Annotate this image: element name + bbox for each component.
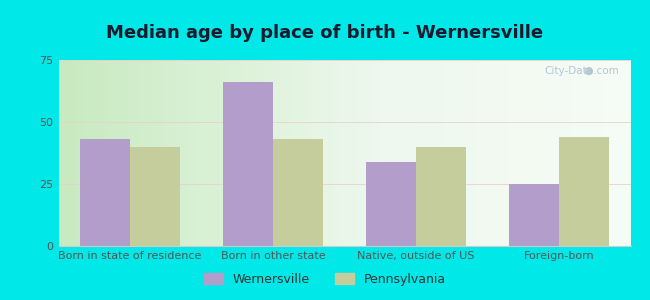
Bar xyxy=(273,140,323,246)
Bar xyxy=(223,82,273,246)
Bar xyxy=(366,162,416,246)
Text: City-Data.com: City-Data.com xyxy=(544,66,619,76)
Bar xyxy=(130,147,180,246)
Bar xyxy=(509,184,559,246)
Text: ●: ● xyxy=(584,66,593,76)
Bar xyxy=(80,140,130,246)
Bar xyxy=(559,137,609,246)
Bar xyxy=(416,147,466,246)
Text: Median age by place of birth - Wernersville: Median age by place of birth - Wernersvi… xyxy=(107,24,543,42)
Legend: Wernersville, Pennsylvania: Wernersville, Pennsylvania xyxy=(199,268,451,291)
